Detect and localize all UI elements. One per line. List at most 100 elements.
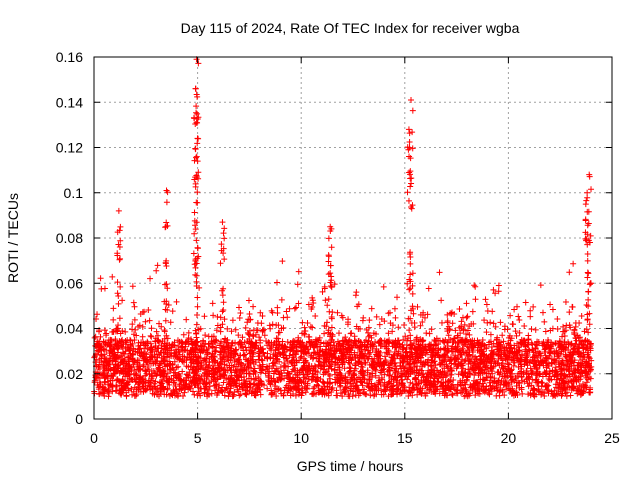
data-point <box>353 323 360 330</box>
data-point <box>335 355 342 362</box>
data-point <box>413 347 420 354</box>
data-point <box>536 362 543 369</box>
data-point <box>579 353 586 360</box>
data-point <box>284 339 291 346</box>
data-point <box>164 353 171 360</box>
data-point <box>476 390 483 397</box>
data-point <box>392 370 399 377</box>
data-point <box>280 392 287 399</box>
data-point <box>191 157 198 164</box>
data-point <box>365 337 372 344</box>
data-point <box>547 349 554 356</box>
data-point <box>554 350 561 357</box>
data-point <box>394 386 401 393</box>
data-point <box>485 387 492 394</box>
data-point <box>231 369 238 376</box>
data-point <box>169 308 176 315</box>
data-point <box>583 197 590 204</box>
data-point <box>512 328 519 335</box>
data-point <box>484 307 491 314</box>
data-point <box>449 381 456 388</box>
data-point <box>503 344 510 351</box>
data-point <box>377 342 384 349</box>
data-point <box>432 351 439 358</box>
data-point <box>488 360 495 367</box>
data-point <box>109 388 116 395</box>
data-point <box>101 378 108 385</box>
data-point <box>394 382 401 389</box>
data-point <box>582 337 589 344</box>
data-point <box>365 329 372 336</box>
data-point <box>180 392 187 399</box>
data-point <box>194 245 201 252</box>
data-point <box>359 317 366 324</box>
data-point <box>237 370 244 377</box>
data-point <box>405 373 412 380</box>
data-point <box>444 338 451 345</box>
data-point <box>221 371 228 378</box>
data-point <box>97 371 104 378</box>
data-point <box>268 344 275 351</box>
data-point <box>449 309 456 316</box>
data-point <box>365 324 372 331</box>
data-point <box>166 358 173 365</box>
data-point <box>260 349 267 356</box>
data-point <box>245 331 252 338</box>
data-point <box>445 386 452 393</box>
data-point <box>585 354 592 361</box>
data-point <box>247 355 254 362</box>
data-point <box>556 338 563 345</box>
data-point <box>148 373 155 380</box>
data-point <box>183 316 190 323</box>
data-point <box>283 372 290 379</box>
data-point <box>544 386 551 393</box>
data-point <box>125 387 132 394</box>
data-point <box>217 360 224 367</box>
data-point <box>564 354 571 361</box>
data-point <box>421 343 428 350</box>
data-point <box>424 379 431 386</box>
data-point <box>232 326 239 333</box>
data-point <box>567 392 574 399</box>
data-point <box>510 357 517 364</box>
data-point <box>209 300 216 307</box>
data-point <box>273 393 280 400</box>
data-point <box>170 372 177 379</box>
data-point <box>439 382 446 389</box>
data-point <box>238 340 245 347</box>
data-point <box>315 358 322 365</box>
data-point <box>325 371 332 378</box>
data-point <box>143 357 150 364</box>
data-point <box>563 322 570 329</box>
data-point <box>152 358 159 365</box>
data-point <box>295 391 302 398</box>
data-point <box>104 375 111 382</box>
data-point <box>116 379 123 386</box>
data-point <box>103 360 110 367</box>
data-point <box>252 375 259 382</box>
data-point <box>339 337 346 344</box>
data-point <box>135 381 142 388</box>
data-point <box>584 251 591 258</box>
data-point <box>252 339 259 346</box>
data-point <box>218 387 225 394</box>
y-tick-label: 0.14 <box>56 94 83 110</box>
data-point <box>552 364 559 371</box>
data-point <box>101 327 108 334</box>
data-point <box>227 357 234 364</box>
data-point <box>549 306 556 313</box>
data-point <box>246 310 253 317</box>
data-point <box>153 348 160 355</box>
data-point <box>334 309 341 316</box>
data-point <box>206 383 213 390</box>
data-point <box>565 379 572 386</box>
data-point <box>337 390 344 397</box>
data-point <box>333 387 340 394</box>
data-point <box>516 329 523 336</box>
data-point <box>573 377 580 384</box>
data-point <box>540 339 547 346</box>
data-point <box>585 220 592 227</box>
data-point <box>254 385 261 392</box>
data-point <box>483 345 490 352</box>
data-point <box>444 319 451 326</box>
